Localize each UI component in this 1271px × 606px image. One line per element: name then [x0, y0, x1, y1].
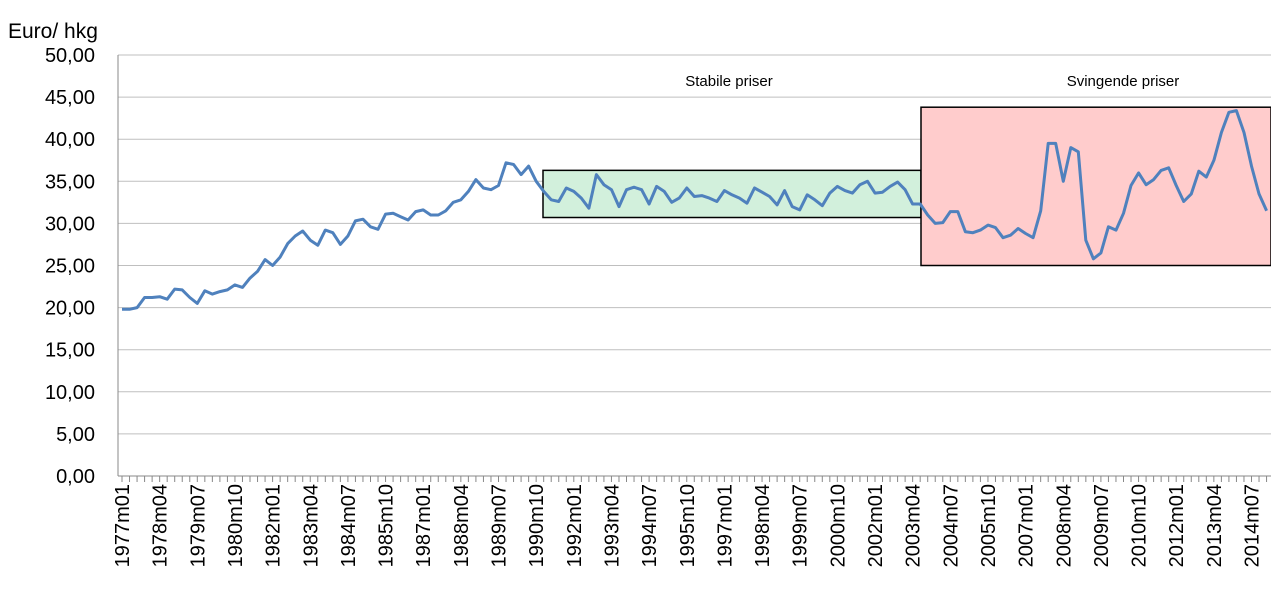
x-tick-label: 1978m04: [150, 484, 172, 567]
y-tick-label: 30,00: [45, 213, 95, 235]
x-tick-label: 2004m07: [940, 484, 962, 567]
annotation-text: Stabile priser: [685, 73, 773, 90]
x-tick-label: 1977m01: [112, 484, 134, 567]
x-tick-label: 2014m07: [1242, 484, 1264, 567]
x-tick-label: 1990m10: [526, 484, 548, 567]
x-tick-label: 1998m04: [752, 484, 774, 567]
x-tick-label: 1980m10: [225, 484, 247, 567]
annotation-box: [920, 106, 1271, 267]
y-tick-label: 20,00: [45, 298, 95, 320]
annotation-text: Svingende priser: [1067, 73, 1180, 90]
y-tick-label: 0,00: [56, 466, 95, 488]
x-tick-label: 1994m07: [639, 484, 661, 567]
x-tick-label: 2003m04: [903, 484, 925, 567]
x-tick-label: 2000m10: [827, 484, 849, 567]
y-axis-label: Euro/ hkg: [8, 20, 98, 43]
x-tick-label: 1979m07: [187, 484, 209, 567]
y-tick-label: 10,00: [45, 382, 95, 404]
x-tick-label: 2005m10: [978, 484, 1000, 567]
x-tick-label: 2009m07: [1091, 484, 1113, 567]
x-tick-label: 1993m04: [601, 484, 623, 567]
x-tick-label: 1983m04: [300, 484, 322, 567]
x-tick-label: 1988m04: [451, 484, 473, 567]
line: [122, 109, 1268, 311]
x-tick-label: 1999m07: [790, 484, 812, 567]
x-tick-label: 2013m04: [1204, 484, 1226, 567]
x-tick-label: 2002m01: [865, 484, 887, 567]
x-tick-label: 1987m01: [413, 484, 435, 567]
y-tick-label: 45,00: [45, 87, 95, 109]
y-tick-label: 50,00: [45, 45, 95, 67]
x-tick-label: 2012m01: [1166, 484, 1188, 567]
x-tick-label: 1995m10: [677, 484, 699, 567]
x-tick-label: 2008m04: [1053, 484, 1075, 567]
y-tick-label: 40,00: [45, 129, 95, 151]
x-tick-label: 1997m01: [714, 484, 736, 567]
x-tick-label: 1989m07: [489, 484, 511, 567]
x-tick-label: 1982m01: [263, 484, 285, 567]
x-tick-label: 1985m10: [376, 484, 398, 567]
y-tick-label: 15,00: [45, 340, 95, 362]
x-tick-label: 1992m01: [564, 484, 586, 567]
x-tick-label: 1984m07: [338, 484, 360, 567]
y-tick-label: 35,00: [45, 171, 95, 193]
y-tick-label: 25,00: [45, 256, 95, 278]
x-tick-label: 2007m01: [1016, 484, 1038, 567]
y-tick-label: 5,00: [56, 424, 95, 446]
x-tick-label: 2010m10: [1129, 484, 1151, 567]
